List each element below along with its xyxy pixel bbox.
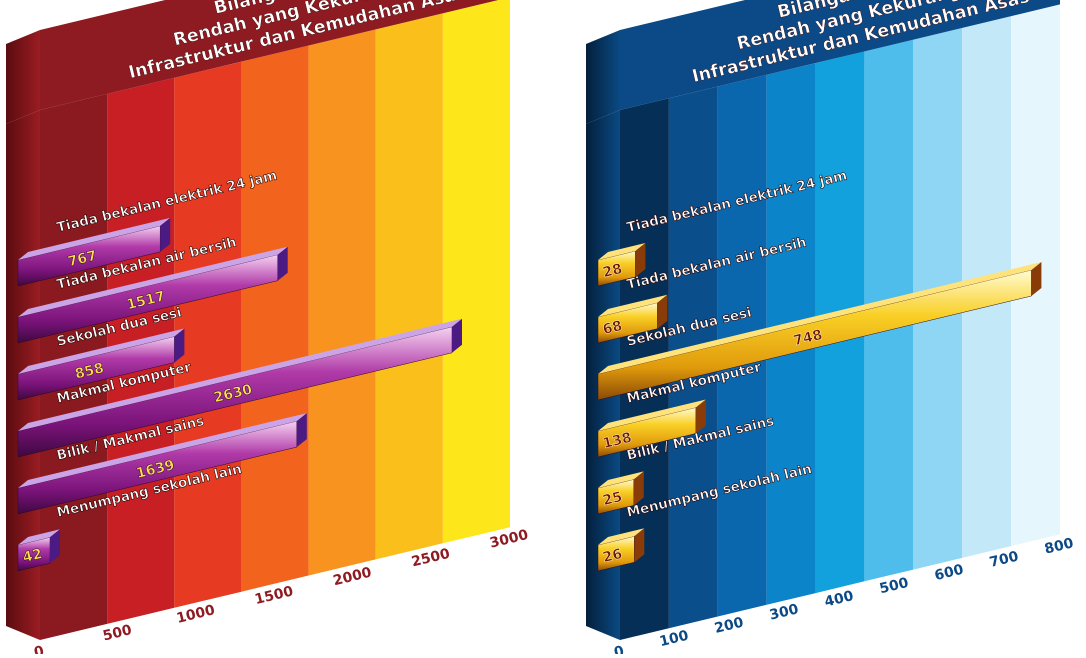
title-banner xyxy=(620,0,1060,110)
bar-top-face xyxy=(598,471,644,488)
bar-top-face xyxy=(598,399,706,431)
bar-top-face xyxy=(598,294,668,317)
bar-value-label: 858 xyxy=(73,360,105,382)
bar-end-face xyxy=(633,471,644,506)
bar-end-face xyxy=(50,529,60,564)
bar-value-label: 28 xyxy=(601,261,624,281)
bar-end-face xyxy=(277,246,288,281)
title-banner-side xyxy=(6,30,40,124)
bar-value-label: 25 xyxy=(601,489,624,509)
x-tick-label: 600 xyxy=(933,562,965,584)
x-tick-label: 500 xyxy=(101,622,133,644)
background-band xyxy=(241,45,309,592)
bar-end-face xyxy=(174,328,185,363)
x-tick-label: 0 xyxy=(612,643,625,654)
bar-end-face xyxy=(296,413,307,448)
bar-end-face xyxy=(657,294,668,329)
bar-top-face xyxy=(598,243,646,260)
bar-top-face xyxy=(18,328,185,374)
bar-end-face xyxy=(1031,262,1042,296)
title-banner xyxy=(40,0,499,110)
background-band xyxy=(375,13,443,560)
x-tick-label: 400 xyxy=(823,588,855,610)
x-tick-label: 300 xyxy=(768,601,800,623)
bar-end-face xyxy=(634,528,645,563)
chart-left: Bilangan SekolahRendah yang KekuranganIn… xyxy=(6,0,530,658)
bar-top-face xyxy=(598,528,645,545)
x-tick-label: 800 xyxy=(1043,535,1075,557)
bar-top-face xyxy=(18,246,288,317)
x-tick-label: 100 xyxy=(658,628,690,650)
x-tick-label: 500 xyxy=(878,575,910,597)
title-banner-side xyxy=(586,30,620,124)
bar-value-label: 767 xyxy=(66,248,98,270)
bar-value-label: 748 xyxy=(792,327,824,349)
x-tick-label: 0 xyxy=(32,643,45,654)
bar-end-face xyxy=(160,217,171,252)
x-tick-label: 200 xyxy=(713,614,745,636)
background-band xyxy=(442,0,510,544)
bar-top-face xyxy=(18,318,462,431)
bar-top-face xyxy=(18,217,171,260)
chart-right: Bilangan SekolahRendah yang KekuranganIn… xyxy=(586,0,1075,658)
background-band xyxy=(308,29,376,576)
bar-value-label: 68 xyxy=(601,318,624,338)
bar-value-label: 138 xyxy=(601,430,633,452)
bar-end-face xyxy=(695,399,706,434)
bar-top-face xyxy=(18,413,307,488)
bar-top-face xyxy=(598,262,1042,374)
bar-end-face xyxy=(635,243,646,277)
bar-value-label: 42 xyxy=(21,546,44,566)
bar-value-label: 26 xyxy=(601,546,624,566)
x-tick-label: 700 xyxy=(988,548,1020,570)
bar-end-face xyxy=(452,318,462,353)
bar-top-face xyxy=(18,529,60,545)
